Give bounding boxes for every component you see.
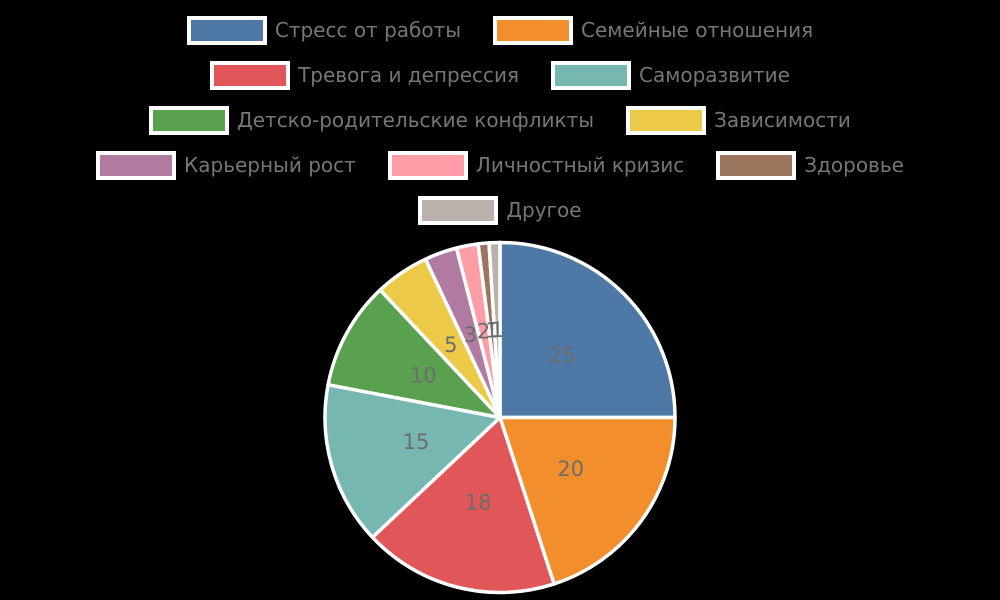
legend-label-6: Карьерный рост — [184, 153, 356, 177]
legend-item-4: Детско-родительские конфликты — [149, 106, 594, 135]
legend-swatch-1 — [493, 16, 574, 45]
legend-label-4: Детско-родительские конфликты — [237, 108, 595, 132]
legend-item-9: Другое — [418, 196, 582, 225]
legend-label-5: Зависимости — [714, 108, 851, 132]
pie-slice-value-label-6: 3 — [464, 323, 477, 347]
legend-item-6: Карьерный рост — [96, 151, 356, 180]
legend-swatch-5 — [626, 106, 707, 135]
legend-item-2: Тревога и депрессия — [210, 61, 519, 90]
legend-label-2: Тревога и депрессия — [298, 63, 520, 87]
legend-swatch-3 — [551, 61, 632, 90]
legend-swatch-7 — [387, 151, 468, 180]
pie-slice-value-label-7: 2 — [477, 320, 490, 344]
pie-slice-4 — [326, 288, 502, 420]
legend-item-1: Семейные отношения — [493, 16, 813, 45]
pie-slice-value-label-8: 1 — [485, 318, 498, 342]
legend-row-5: Другое — [0, 196, 1000, 225]
legend-label-1: Семейные отношения — [581, 18, 814, 42]
legend-label-9: Другое — [506, 198, 582, 222]
legend-item-5: Зависимости — [626, 106, 851, 135]
chart-legend: Стресс от работы Семейные отношения Тревог… — [0, 16, 1000, 241]
legend-item-0: Стресс от работы — [186, 16, 462, 45]
pie-slice-value-label-3: 15 — [403, 430, 430, 454]
pie-slice-value-label-5: 5 — [444, 333, 457, 357]
legend-row-4: Карьерный рост Личностный кризис Здоровье — [0, 151, 1000, 180]
legend-item-3: Саморазвитие — [551, 61, 790, 90]
legend-item-7: Личностный кризис — [387, 151, 685, 180]
legend-swatch-9 — [418, 196, 499, 225]
pie-slice-0 — [498, 240, 677, 420]
pie-slice-value-label-0: 25 — [549, 344, 576, 368]
legend-item-8: Здоровье — [716, 151, 904, 180]
pie-slice-3 — [323, 382, 502, 540]
pie-slice-9 — [487, 240, 502, 420]
pie-slice-1 — [498, 415, 677, 586]
legend-row-3: Детско-родительские конфликты Зависимости — [0, 106, 1000, 135]
legend-swatch-6 — [96, 151, 177, 180]
legend-swatch-4 — [149, 106, 230, 135]
pie-slice-value-label-4: 10 — [410, 363, 437, 387]
legend-swatch-2 — [210, 61, 291, 90]
legend-label-7: Личностный кризис — [475, 153, 685, 177]
pie-slice-value-label-1: 20 — [557, 457, 584, 481]
legend-label-3: Саморазвитие — [639, 63, 790, 87]
pie-slice-value-label-2: 18 — [465, 490, 492, 514]
pie-slice-value-label-9: 1 — [491, 318, 504, 342]
legend-label-0: Стресс от работы — [274, 18, 462, 42]
pie-slice-2 — [370, 415, 556, 595]
legend-swatch-0 — [186, 16, 267, 45]
legend-row-1: Стресс от работы Семейные отношения — [0, 16, 1000, 45]
legend-label-8: Здоровье — [804, 153, 904, 177]
legend-row-2: Тревога и депрессия Саморазвитие — [0, 61, 1000, 90]
legend-swatch-8 — [716, 151, 797, 180]
